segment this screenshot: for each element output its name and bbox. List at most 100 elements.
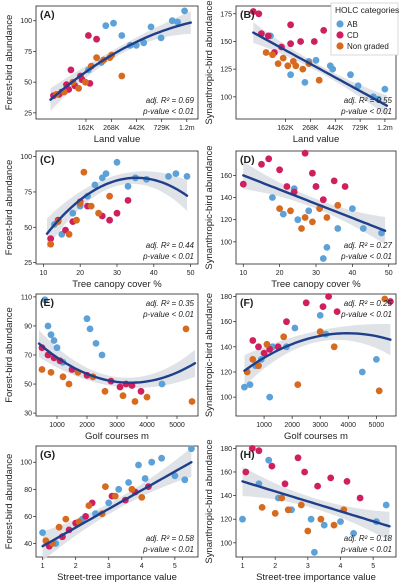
data-point-ab bbox=[312, 56, 320, 64]
y-tick-label: 50 bbox=[24, 225, 32, 232]
data-point-ab bbox=[181, 7, 189, 15]
data-point-cd bbox=[283, 318, 290, 326]
data-point-cd bbox=[343, 478, 351, 485]
data-point-ab bbox=[125, 479, 132, 486]
panel-c: 10 20 30 40 50 25 50 75 100 Tree canopy cover % Fo… bbox=[4, 150, 199, 290]
data-point-ab bbox=[39, 529, 46, 536]
data-point-ab bbox=[171, 472, 179, 480]
panel-h: 1 2 3 4 5 100 120 140 160 180 Street-tree importan… bbox=[204, 439, 397, 583]
x-tick-label: 50 bbox=[187, 270, 195, 277]
data-point-cd bbox=[276, 166, 283, 174]
data-point-non-graded bbox=[128, 485, 136, 493]
data-point-non-graded bbox=[284, 62, 292, 70]
data-point-cd bbox=[301, 149, 309, 157]
fit-line bbox=[37, 342, 197, 384]
stat-pvalue: p-value < 0.01 bbox=[340, 252, 392, 261]
data-point-cd bbox=[330, 177, 338, 185]
data-point-ab bbox=[47, 331, 55, 339]
data-point-non-graded bbox=[330, 521, 338, 529]
stat-pvalue: p-value < 0.01 bbox=[142, 107, 194, 116]
fit-line bbox=[41, 461, 193, 548]
stat-r2: adj. R² = 0.35 bbox=[146, 299, 195, 308]
data-point-ab bbox=[350, 530, 357, 537]
data-point-cd bbox=[309, 169, 316, 177]
data-point-cd bbox=[249, 337, 257, 344]
data-point-non-graded bbox=[38, 366, 46, 373]
data-point-cd bbox=[268, 462, 276, 470]
x-tick-label: 1000 bbox=[256, 422, 272, 429]
data-point-non-graded bbox=[65, 380, 73, 388]
y-tick-label: 70 bbox=[24, 353, 32, 360]
data-point-non-graded bbox=[278, 494, 286, 502]
data-point-cd bbox=[287, 21, 294, 29]
x-tick-label: 30 bbox=[113, 270, 121, 277]
data-point-ab bbox=[307, 515, 315, 523]
x-tick-label: 268K bbox=[103, 125, 120, 132]
data-point-non-graded bbox=[298, 225, 305, 232]
y-tick-label: 160 bbox=[220, 173, 232, 180]
stat-pvalue: p-value < 0.01 bbox=[340, 545, 392, 554]
y-axis-title: Forest-bird abundance bbox=[4, 160, 15, 256]
stat-pvalue: p-value < 0.01 bbox=[340, 107, 392, 116]
stat-r2: adj. R² = 0.25 bbox=[344, 299, 393, 308]
y-tick-label: 140 bbox=[220, 195, 232, 202]
data-point-ab bbox=[102, 170, 110, 178]
y-tick-label: 140 bbox=[220, 344, 232, 351]
x-tick-label: 40 bbox=[348, 270, 356, 277]
data-point-non-graded bbox=[101, 387, 109, 395]
data-point-ab bbox=[337, 518, 344, 525]
data-point-non-graded bbox=[87, 202, 95, 210]
data-point-non-graded bbox=[287, 207, 294, 215]
y-tick-label: 100 bbox=[20, 154, 32, 161]
data-point-ab bbox=[354, 82, 362, 90]
data-point-ab bbox=[188, 445, 195, 453]
legend-label-ng: Non graded bbox=[347, 42, 389, 51]
data-point-ab bbox=[50, 337, 58, 344]
x-tick-label: 2000 bbox=[79, 422, 95, 429]
panel-b: 162K 268K 442K 729K 1.2m 100 125 150 175 Land val… bbox=[204, 0, 397, 145]
data-point-non-graded bbox=[271, 509, 279, 517]
x-tick-label: 30 bbox=[312, 270, 320, 277]
x-axis-title: Land value bbox=[94, 134, 140, 145]
x-tick-label: 162K bbox=[78, 125, 95, 132]
data-point-cd bbox=[302, 299, 310, 307]
y-tick-label: 80 bbox=[24, 487, 32, 494]
panel-e: 1000 2000 3000 4000 5000 30 50 70 90 110 Golf cour… bbox=[4, 293, 199, 442]
data-point-ab bbox=[118, 32, 126, 39]
data-point-ab bbox=[294, 216, 302, 224]
x-tick-label: 729K bbox=[352, 125, 369, 132]
data-point-ab bbox=[381, 85, 389, 93]
data-point-non-graded bbox=[299, 65, 307, 73]
data-point-non-graded bbox=[85, 502, 93, 509]
data-point-ab bbox=[329, 65, 337, 73]
data-point-cd bbox=[260, 349, 268, 357]
y-axis-title: Forest-bird abundance bbox=[4, 454, 15, 550]
data-point-cd bbox=[319, 196, 327, 204]
data-point-ab bbox=[98, 351, 106, 359]
data-point-cd bbox=[82, 513, 89, 520]
y-tick-label: 90 bbox=[24, 323, 32, 330]
data-point-cd bbox=[249, 8, 257, 15]
data-point-ab bbox=[316, 312, 324, 319]
y-tick-label: 30 bbox=[24, 411, 32, 418]
data-point-cd bbox=[258, 160, 265, 168]
y-tick-label: 160 bbox=[220, 319, 232, 326]
y-tick-label: 125 bbox=[220, 67, 232, 74]
x-tick-label: 162K bbox=[277, 125, 294, 132]
data-point-non-graded bbox=[274, 60, 282, 67]
stat-pvalue: p-value < 0.01 bbox=[142, 310, 194, 319]
x-tick-label: 442K bbox=[128, 125, 145, 132]
data-point-ab bbox=[174, 18, 182, 26]
data-point-non-graded bbox=[309, 218, 316, 226]
x-tick-label: 3000 bbox=[312, 422, 328, 429]
data-point-ab bbox=[124, 182, 132, 190]
x-tick-label: 4 bbox=[339, 563, 343, 570]
x-tick-label: 3000 bbox=[109, 422, 125, 429]
data-point-non-graded bbox=[182, 325, 190, 333]
data-point-cd bbox=[242, 468, 250, 476]
x-tick-label: 10 bbox=[39, 270, 47, 277]
y-tick-label: 120 bbox=[220, 369, 232, 376]
confidence-band bbox=[47, 171, 187, 249]
legend-label-cd: CD bbox=[347, 31, 359, 40]
data-point-cd bbox=[67, 66, 75, 74]
